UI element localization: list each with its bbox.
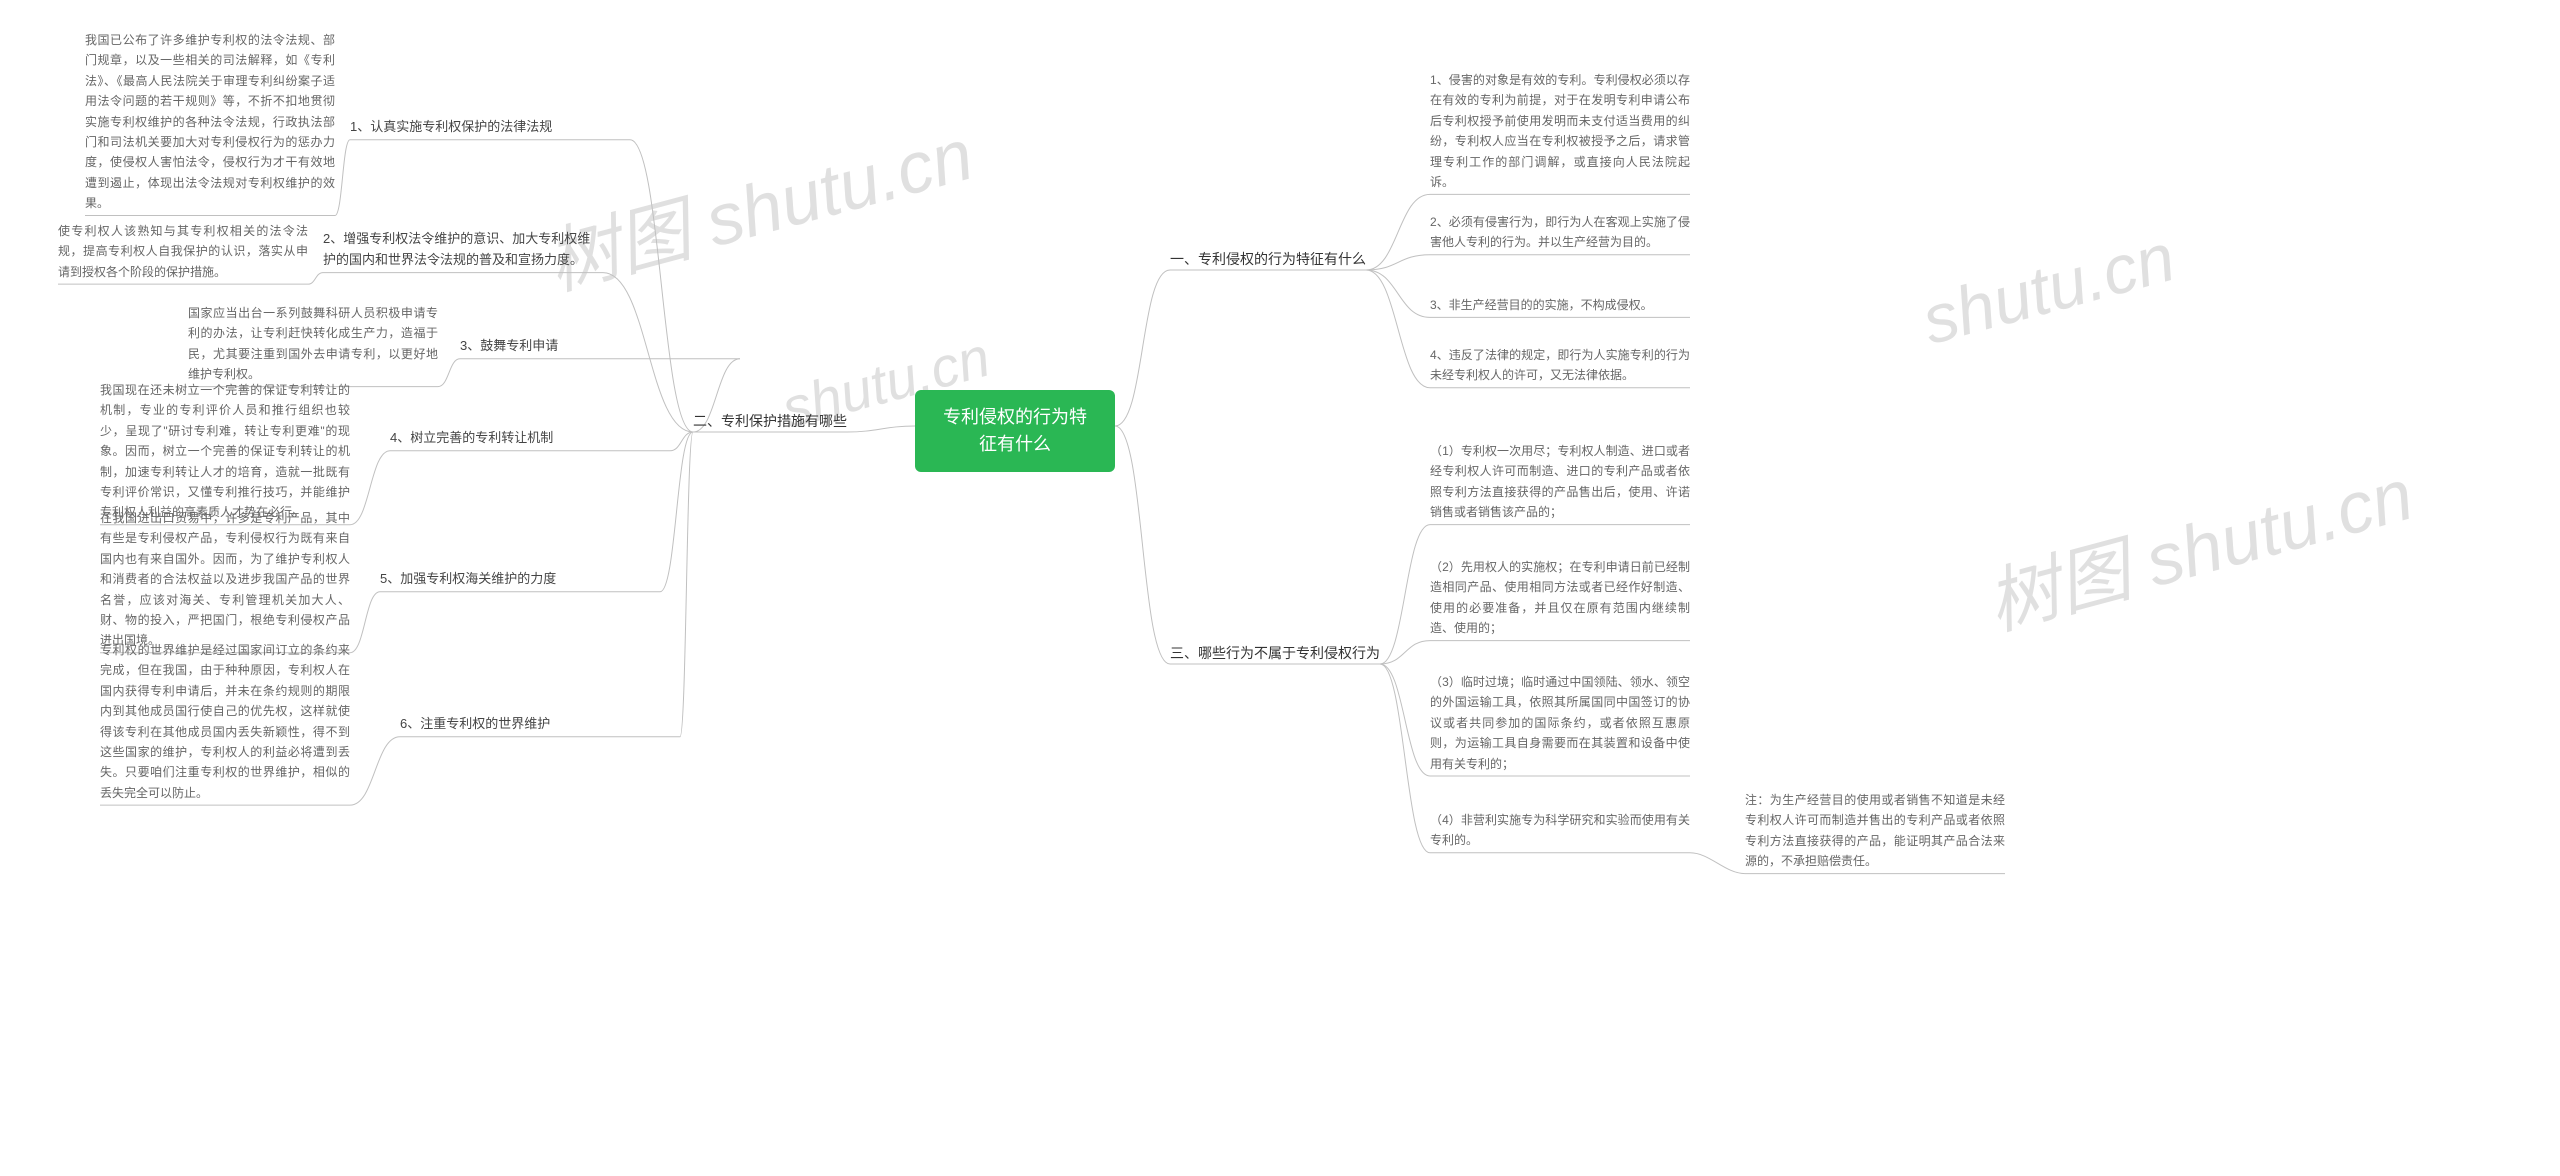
left-sub-0-3: 4、树立完善的专利转让机制 — [390, 428, 670, 449]
left-sub-0-0: 1、认真实施专利权保护的法律法规 — [350, 117, 630, 138]
watermark-4: 树图 shutu.cn — [1974, 435, 2423, 649]
left-leaf-0-5: 专利权的世界维护是经过国家间订立的条约来完成，但在我国，由于种种原因，专利权人在… — [100, 640, 350, 803]
right-leaf-0-3: 4、违反了法律的规定，即行为人实施专利的行为未经专利权人的许可，又无法律依据。 — [1430, 345, 1690, 386]
right-note-1-3: 注：为生产经营目的使用或者销售不知道是未经专利权人许可而制造并售出的专利产品或者… — [1745, 790, 2005, 872]
right-leaf-1-3: （4）非营利实施专为科学研究和实验而使用有关专利的。 — [1430, 810, 1690, 851]
left-leaf-0-2: 国家应当出台一系列鼓舞科研人员积极申请专利的办法，让专利赶快转化成生产力，造福于… — [188, 303, 438, 385]
right-leaf-0-0: 1、侵害的对象是有效的专利。专利侵权必须以存在有效的专利为前提，对于在发明专利申… — [1430, 70, 1690, 192]
left-branch-0: 二、专利保护措施有哪些 — [693, 410, 847, 432]
left-sub-0-4: 5、加强专利权海关维护的力度 — [380, 569, 660, 590]
left-sub-0-5: 6、注重专利权的世界维护 — [400, 714, 680, 735]
root-node: 专利侵权的行为特征有什么 — [915, 390, 1115, 472]
right-leaf-0-2: 3、非生产经营目的的实施，不构成侵权。 — [1430, 295, 1690, 315]
right-leaf-0-1: 2、必须有侵害行为，即行为人在客观上实施了侵害他人专利的行为。并以生产经营为目的… — [1430, 212, 1690, 253]
right-leaf-1-2: （3）临时过境；临时通过中国领陆、领水、领空的外国运输工具，依照其所属国同中国签… — [1430, 672, 1690, 774]
left-leaf-0-1: 使专利权人该熟知与其专利权相关的法令法规，提高专利权人自我保护的认识，落实从申请… — [58, 221, 308, 282]
right-leaf-1-0: （1）专利权一次用尽；专利权人制造、进口或者经专利权人许可而制造、进口的专利产品… — [1430, 441, 1690, 523]
left-sub-0-1: 2、增强专利权法令维护的意识、加大专利权维护的国内和世界法令法规的普及和宣扬力度… — [323, 229, 603, 271]
left-leaf-0-3: 我国现在还未树立一个完善的保证专利转让的机制，专业的专利评价人员和推行组织也较少… — [100, 380, 350, 523]
left-leaf-0-0: 我国已公布了许多维护专利权的法令法规、部门规章，以及一些相关的司法解释，如《专利… — [85, 30, 335, 214]
right-leaf-1-1: （2）先用权人的实施权；在专利申请日前已经制造相同产品、使用相同方法或者已经作好… — [1430, 557, 1690, 639]
right-branch-1: 三、哪些行为不属于专利侵权行为 — [1170, 642, 1380, 664]
watermark-3: shutu.cn — [1914, 218, 2182, 360]
right-branch-0: 一、专利侵权的行为特征有什么 — [1170, 248, 1366, 270]
left-leaf-0-4: 在我国进出口贸易中，许多是专利产品，其中有些是专利侵权产品，专利侵权行为既有来自… — [100, 508, 350, 651]
left-sub-0-2: 3、鼓舞专利申请 — [460, 336, 740, 357]
